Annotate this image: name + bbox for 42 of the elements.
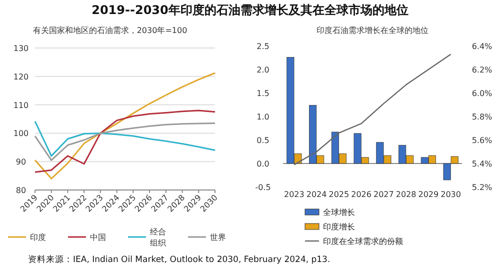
y-tick-label: 90 bbox=[16, 158, 26, 167]
y2-tick-label: 5.4% bbox=[472, 160, 493, 168]
legend-label: 经合组织 bbox=[150, 228, 166, 248]
line-series bbox=[294, 54, 452, 166]
y-tick-label: 2.0 bbox=[256, 66, 270, 74]
y2-tick-label: 6.4% bbox=[472, 42, 493, 51]
x-tick-label: 2027 bbox=[374, 190, 394, 199]
y-tick-label: 110 bbox=[13, 100, 29, 110]
x-tick-label: 2028 bbox=[396, 190, 416, 199]
x-tick-label: 2029 bbox=[418, 190, 439, 199]
chart-subtitle: 有关国家和地区的石油需求，2030年=100 bbox=[32, 26, 188, 35]
line-series bbox=[34, 110, 216, 173]
y-tick-label: 120 bbox=[13, 72, 29, 82]
x-tick-label: 2023 bbox=[284, 190, 304, 199]
y-tick-label: 130 bbox=[13, 44, 29, 53]
chart-title: 印度石油需求增长在全球的地位 bbox=[316, 26, 428, 35]
text: 资料来源：IEA, Indian Oil Market, Outlook to 2030, February 2024, p13. bbox=[28, 254, 330, 265]
text: 2019--2030年印度的石油需求增长及其在全球市场的地位 bbox=[92, 3, 408, 17]
x-tick-label: 2025 bbox=[328, 190, 350, 199]
legend-label: 世界 bbox=[210, 233, 226, 242]
legend-label: 印度 bbox=[30, 233, 46, 242]
line-series bbox=[34, 72, 216, 180]
legend-label: 全球增长 bbox=[323, 208, 355, 217]
legend-label: 中国 bbox=[90, 233, 106, 242]
y-tick-label: -0.5 bbox=[255, 183, 271, 192]
y-tick-label: 0.5 bbox=[256, 136, 270, 145]
x-tick-label: 2030 bbox=[440, 190, 461, 199]
y2-tick-label: 5.2% bbox=[472, 183, 493, 192]
legend-label: 印度增长 bbox=[323, 222, 355, 232]
x-tick-label: 2024 bbox=[306, 190, 327, 199]
y-tick-label: 1.0 bbox=[256, 112, 270, 122]
legend-label: 印度在全球需求的份额 bbox=[323, 237, 403, 246]
y-tick-label: 100 bbox=[13, 129, 29, 138]
x-tick-label: 2026 bbox=[351, 190, 372, 199]
y-tick-label: 80 bbox=[16, 186, 26, 195]
y-tick-label: 2.5 bbox=[256, 42, 270, 51]
y2-tick-label: 6.2% bbox=[472, 66, 493, 74]
y2-tick-label: 5.8% bbox=[472, 112, 493, 122]
y2-tick-label: 6.0% bbox=[472, 89, 493, 98]
y-tick-label: 0.0 bbox=[256, 160, 270, 168]
y2-tick-label: 5.6% bbox=[472, 136, 493, 145]
y-tick-label: 1.5 bbox=[256, 89, 270, 98]
